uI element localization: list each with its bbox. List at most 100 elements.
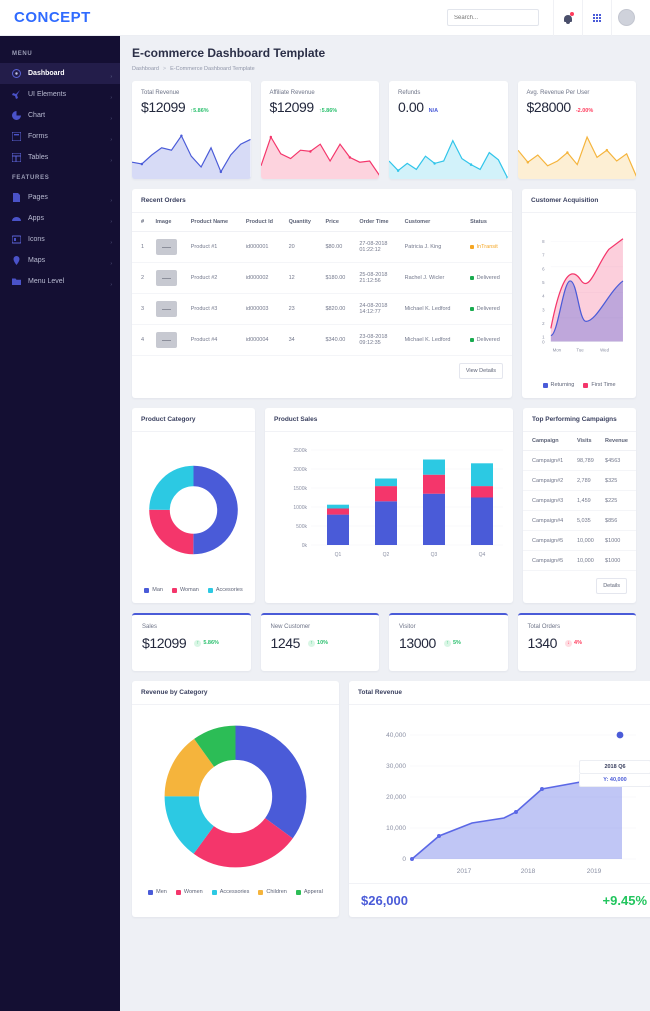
product-category-card: Product Category Man Woman Accesories — [132, 408, 255, 603]
svg-text:8: 8 — [542, 239, 545, 244]
top-campaigns-title: Top Performing Campaigns — [523, 408, 636, 432]
stat-card-avg-revenue-per-user[interactable]: Avg. Revenue Per User $28000 -2.00% — [517, 81, 636, 179]
table-row[interactable]: Campaign#5 10,000 $1000 — [523, 550, 636, 571]
sidebar-item-label: Dashboard — [28, 70, 65, 77]
table-row[interactable]: Campaign#2 2,789 $325 — [523, 470, 636, 491]
cell-campaign: Campaign#3 — [523, 490, 573, 511]
notifications-button[interactable] — [553, 0, 582, 36]
apps-grid-button[interactable] — [582, 0, 611, 36]
sidebar-item-icons[interactable]: Icons › — [0, 229, 120, 250]
product-category-chart — [132, 432, 255, 581]
stat-card-visitor[interactable]: Visitor 13000 ↑ 5% — [389, 613, 508, 671]
svg-text:1500k: 1500k — [293, 486, 307, 492]
folder-icon — [12, 277, 21, 286]
stat-value: 1340 — [527, 635, 558, 651]
status-badge: Delivered — [476, 275, 500, 281]
cell-index: 1 — [132, 231, 152, 263]
stat-delta: -2.00% — [575, 108, 594, 114]
table-row[interactable]: Campaign#4 5,035 $856 — [523, 510, 636, 531]
revenue-by-category-title: Revenue by Category — [132, 681, 339, 705]
table-row[interactable]: Campaign#1 98,789 $4563 — [523, 450, 636, 471]
revenue-by-category-legend: Men Women Accessories Children Apperal — [132, 883, 339, 905]
svg-text:10,000: 10,000 — [386, 825, 406, 832]
cell-product-name: Product #3 — [186, 293, 242, 325]
legend-label: Apperal — [303, 889, 323, 895]
search-input[interactable] — [447, 9, 539, 26]
sidebar-item-chart[interactable]: Chart › — [0, 105, 120, 126]
sidebar-section-label: MENU — [12, 51, 33, 57]
stat-label: Total Orders — [527, 624, 561, 630]
arrow-up-icon: ↑ — [318, 108, 322, 114]
svg-text:2017: 2017 — [457, 868, 472, 875]
cell-visits: 98,789 — [572, 450, 602, 471]
cell-product-id: id000002 — [241, 262, 285, 294]
legend-swatch-children — [258, 889, 264, 895]
table-row[interactable]: Campaign#3 1,459 $225 — [523, 490, 636, 511]
table-row[interactable]: Campaign#5 10,000 $1000 — [523, 530, 636, 551]
breadcrumb-item-root[interactable]: Dashboard — [132, 66, 159, 72]
product-sales-card: Product Sales 2500k 2000k 1500k 1000k 500k 0… — [265, 408, 513, 603]
column-header: Order Time — [355, 213, 401, 232]
sidebar-item-label: Icons — [28, 236, 45, 243]
stat-card-refunds[interactable]: Refunds 0.00 N/A — [389, 81, 508, 179]
chevron-right-icon: › — [110, 95, 112, 101]
cell-image — [151, 293, 187, 325]
pin-icon — [12, 256, 21, 265]
chevron-right-icon: › — [110, 74, 112, 80]
cell-price: $340.00 — [321, 324, 356, 356]
status-badge: Delivered — [476, 306, 500, 312]
table-row[interactable]: 2 Product #2 id000002 12 $180.00 25-08-2… — [132, 262, 512, 294]
cell-visits: 2,789 — [572, 470, 602, 491]
chevron-right-icon: › — [110, 198, 112, 204]
sidebar-item-dashboard[interactable]: Dashboard › — [0, 63, 120, 84]
sidebar-item-ui-elements[interactable]: UI Elements › — [0, 84, 120, 105]
status-dot-icon — [470, 338, 474, 342]
stat-card-total-orders[interactable]: Total Orders 1340 ↓ 4% — [517, 613, 636, 671]
legend-item-returning: Returning — [542, 382, 574, 388]
cell-order-time: 25-08-2018 21:12:56 — [355, 262, 401, 294]
stat-card-affiliate-revenue[interactable]: Affiliate Revenue $12099 ↑5.86% — [260, 81, 379, 179]
stat-value: $12099 — [269, 99, 315, 115]
svg-text:Q4: Q4 — [479, 552, 486, 558]
product-sales-chart: 2500k 2000k 1500k 1000k 500k 0k — [265, 432, 513, 573]
sidebar-item-label: Chart — [28, 112, 46, 119]
profile-button[interactable] — [611, 0, 640, 36]
legend-swatch-returning — [542, 382, 548, 388]
sidebar-item-pages[interactable]: Pages › — [0, 187, 120, 208]
table-row[interactable]: 1 Product #1 id000001 20 $80.00 27-08-20… — [132, 231, 512, 263]
cell-quantity: 34 — [284, 324, 322, 356]
sidebar-item-apps[interactable]: Apps › — [0, 208, 120, 229]
brand-logo[interactable]: CONCEPT — [14, 9, 91, 26]
product-thumbnail-icon — [155, 332, 177, 348]
legend-item-first-time: First Time — [583, 382, 616, 388]
recent-orders-title: Recent Orders — [132, 189, 512, 213]
revenue-by-category-donut — [164, 725, 307, 868]
apps-icon — [12, 214, 21, 223]
top-campaigns-table: Campaign Visits Revenue Campaign#1 98,789 … — [523, 432, 636, 571]
svg-text:Q1: Q1 — [335, 552, 342, 558]
status-dot-icon — [470, 307, 474, 311]
table-row[interactable]: 3 Product #3 id000003 23 $820.00 24-08-2… — [132, 293, 512, 325]
legend-label-first-time: First Time — [591, 382, 616, 388]
status-dot-icon — [470, 276, 474, 280]
svg-text:30,000: 30,000 — [386, 763, 406, 770]
sidebar-item-forms[interactable]: Forms › — [0, 126, 120, 147]
sidebar-item-menu-level[interactable]: Menu Level › — [0, 271, 120, 292]
view-details-button[interactable]: View Details — [458, 363, 503, 379]
table-row[interactable]: 4 Product #4 id000004 34 $340.00 23-08-2… — [132, 324, 512, 356]
legend-swatch-apperal — [295, 889, 301, 895]
cell-customer: Michael K. Ledford — [400, 293, 467, 325]
cell-index: 3 — [132, 293, 152, 325]
stat-card-sales[interactable]: Sales $12099 ↑ 5.86% — [132, 613, 251, 671]
sidebar-item-tables[interactable]: Tables › — [0, 147, 120, 168]
sidebar-item-maps[interactable]: Maps › — [0, 250, 120, 271]
stat-card-new-customer[interactable]: New Customer 1245 ↑ 10% — [260, 613, 379, 671]
campaign-details-button[interactable]: Details — [596, 578, 627, 594]
legend-item-apperal: Apperal — [295, 889, 323, 895]
cell-revenue: $1000 — [601, 530, 636, 551]
product-thumbnail-icon — [155, 270, 177, 286]
customer-acquisition-svg: 8 7 6 5 4 3 2 10 — [542, 238, 624, 352]
stat-card-total-revenue[interactable]: Total Revenue $12099 ↑5.86% — [132, 81, 251, 179]
status-badge: Delivered — [476, 337, 500, 343]
legend-swatch-man — [144, 587, 150, 593]
